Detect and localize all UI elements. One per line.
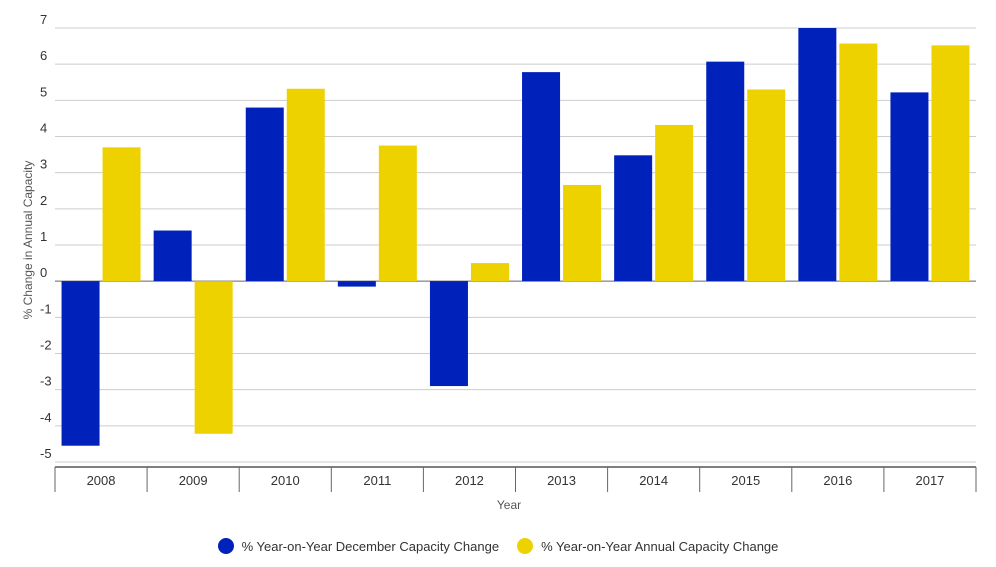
bar-annual-2011[interactable] bbox=[378, 145, 417, 282]
x-tick-label: 2013 bbox=[547, 473, 576, 488]
y-tick-label: -3 bbox=[40, 374, 52, 389]
legend-swatch-december bbox=[217, 538, 234, 554]
y-tick-label: 4 bbox=[40, 121, 47, 136]
x-tick-label: 2008 bbox=[87, 473, 116, 488]
legend-item-december[interactable]: % Year-on-Year December Capacity Change bbox=[217, 538, 500, 554]
y-tick-label: 0 bbox=[40, 265, 47, 280]
bar-december-2015[interactable] bbox=[706, 61, 745, 282]
x-tick-label: 2014 bbox=[639, 473, 668, 488]
bar-december-2009[interactable] bbox=[153, 230, 192, 282]
bar-december-2011[interactable] bbox=[337, 281, 376, 287]
y-tick-label: -2 bbox=[40, 338, 52, 353]
x-tick-label: 2010 bbox=[271, 473, 300, 488]
y-axis-ticks: -5 -4 -3 -2 -1 0 1 2 3 4 5 6 7 bbox=[40, 12, 52, 461]
y-tick-label: 7 bbox=[40, 12, 47, 27]
legend: % Year-on-Year December Capacity Change … bbox=[0, 538, 996, 554]
bar-annual-2009[interactable] bbox=[194, 281, 233, 434]
bar-annual-2008[interactable] bbox=[102, 147, 141, 282]
y-tick-label: 1 bbox=[40, 229, 47, 244]
legend-swatch-annual bbox=[517, 538, 534, 554]
x-tick-label: 2011 bbox=[363, 473, 391, 488]
bar-december-2016[interactable] bbox=[798, 28, 837, 282]
bar-december-2013[interactable] bbox=[522, 72, 561, 282]
legend-label-annual: % Year-on-Year Annual Capacity Change bbox=[541, 538, 779, 554]
bar-annual-2013[interactable] bbox=[563, 184, 602, 282]
x-tick-label: 2017 bbox=[915, 473, 944, 488]
y-tick-label: -4 bbox=[40, 410, 52, 425]
x-tick-label: 2012 bbox=[455, 473, 484, 488]
bar-annual-2015[interactable] bbox=[747, 89, 786, 282]
bar-december-2010[interactable] bbox=[245, 107, 284, 282]
y-tick-label: 2 bbox=[40, 193, 47, 208]
bar-annual-2010[interactable] bbox=[286, 88, 325, 282]
x-axis-title: Year bbox=[497, 498, 521, 512]
bar-annual-2014[interactable] bbox=[655, 124, 694, 282]
gridlines bbox=[55, 27, 976, 463]
y-tick-label: -1 bbox=[40, 301, 52, 316]
bar-december-2012[interactable] bbox=[429, 281, 468, 387]
bar-annual-2017[interactable] bbox=[931, 45, 970, 282]
y-tick-label: 3 bbox=[40, 157, 47, 172]
y-axis-title: % Change in Annual Capacity bbox=[21, 161, 35, 320]
x-tick-label: 2016 bbox=[823, 473, 852, 488]
y-tick-label: 6 bbox=[40, 48, 47, 63]
y-tick-label: 5 bbox=[40, 84, 47, 99]
legend-label-december: % Year-on-Year December Capacity Change bbox=[241, 538, 500, 554]
bars bbox=[61, 28, 970, 446]
y-tick-label: -5 bbox=[40, 446, 52, 461]
bar-annual-2012[interactable] bbox=[470, 263, 509, 282]
legend-item-annual[interactable]: % Year-on-Year Annual Capacity Change bbox=[517, 538, 778, 554]
bar-annual-2016[interactable] bbox=[839, 43, 878, 282]
bar-december-2017[interactable] bbox=[890, 92, 929, 282]
x-tick-label: 2009 bbox=[179, 473, 208, 488]
bar-december-2008[interactable] bbox=[61, 281, 100, 446]
bar-december-2014[interactable] bbox=[614, 155, 653, 282]
x-tick-label: 2015 bbox=[731, 473, 760, 488]
x-axis: 2008 2009 2010 2011 2012 2013 2014 2015 2016 2017 bbox=[54, 466, 977, 492]
